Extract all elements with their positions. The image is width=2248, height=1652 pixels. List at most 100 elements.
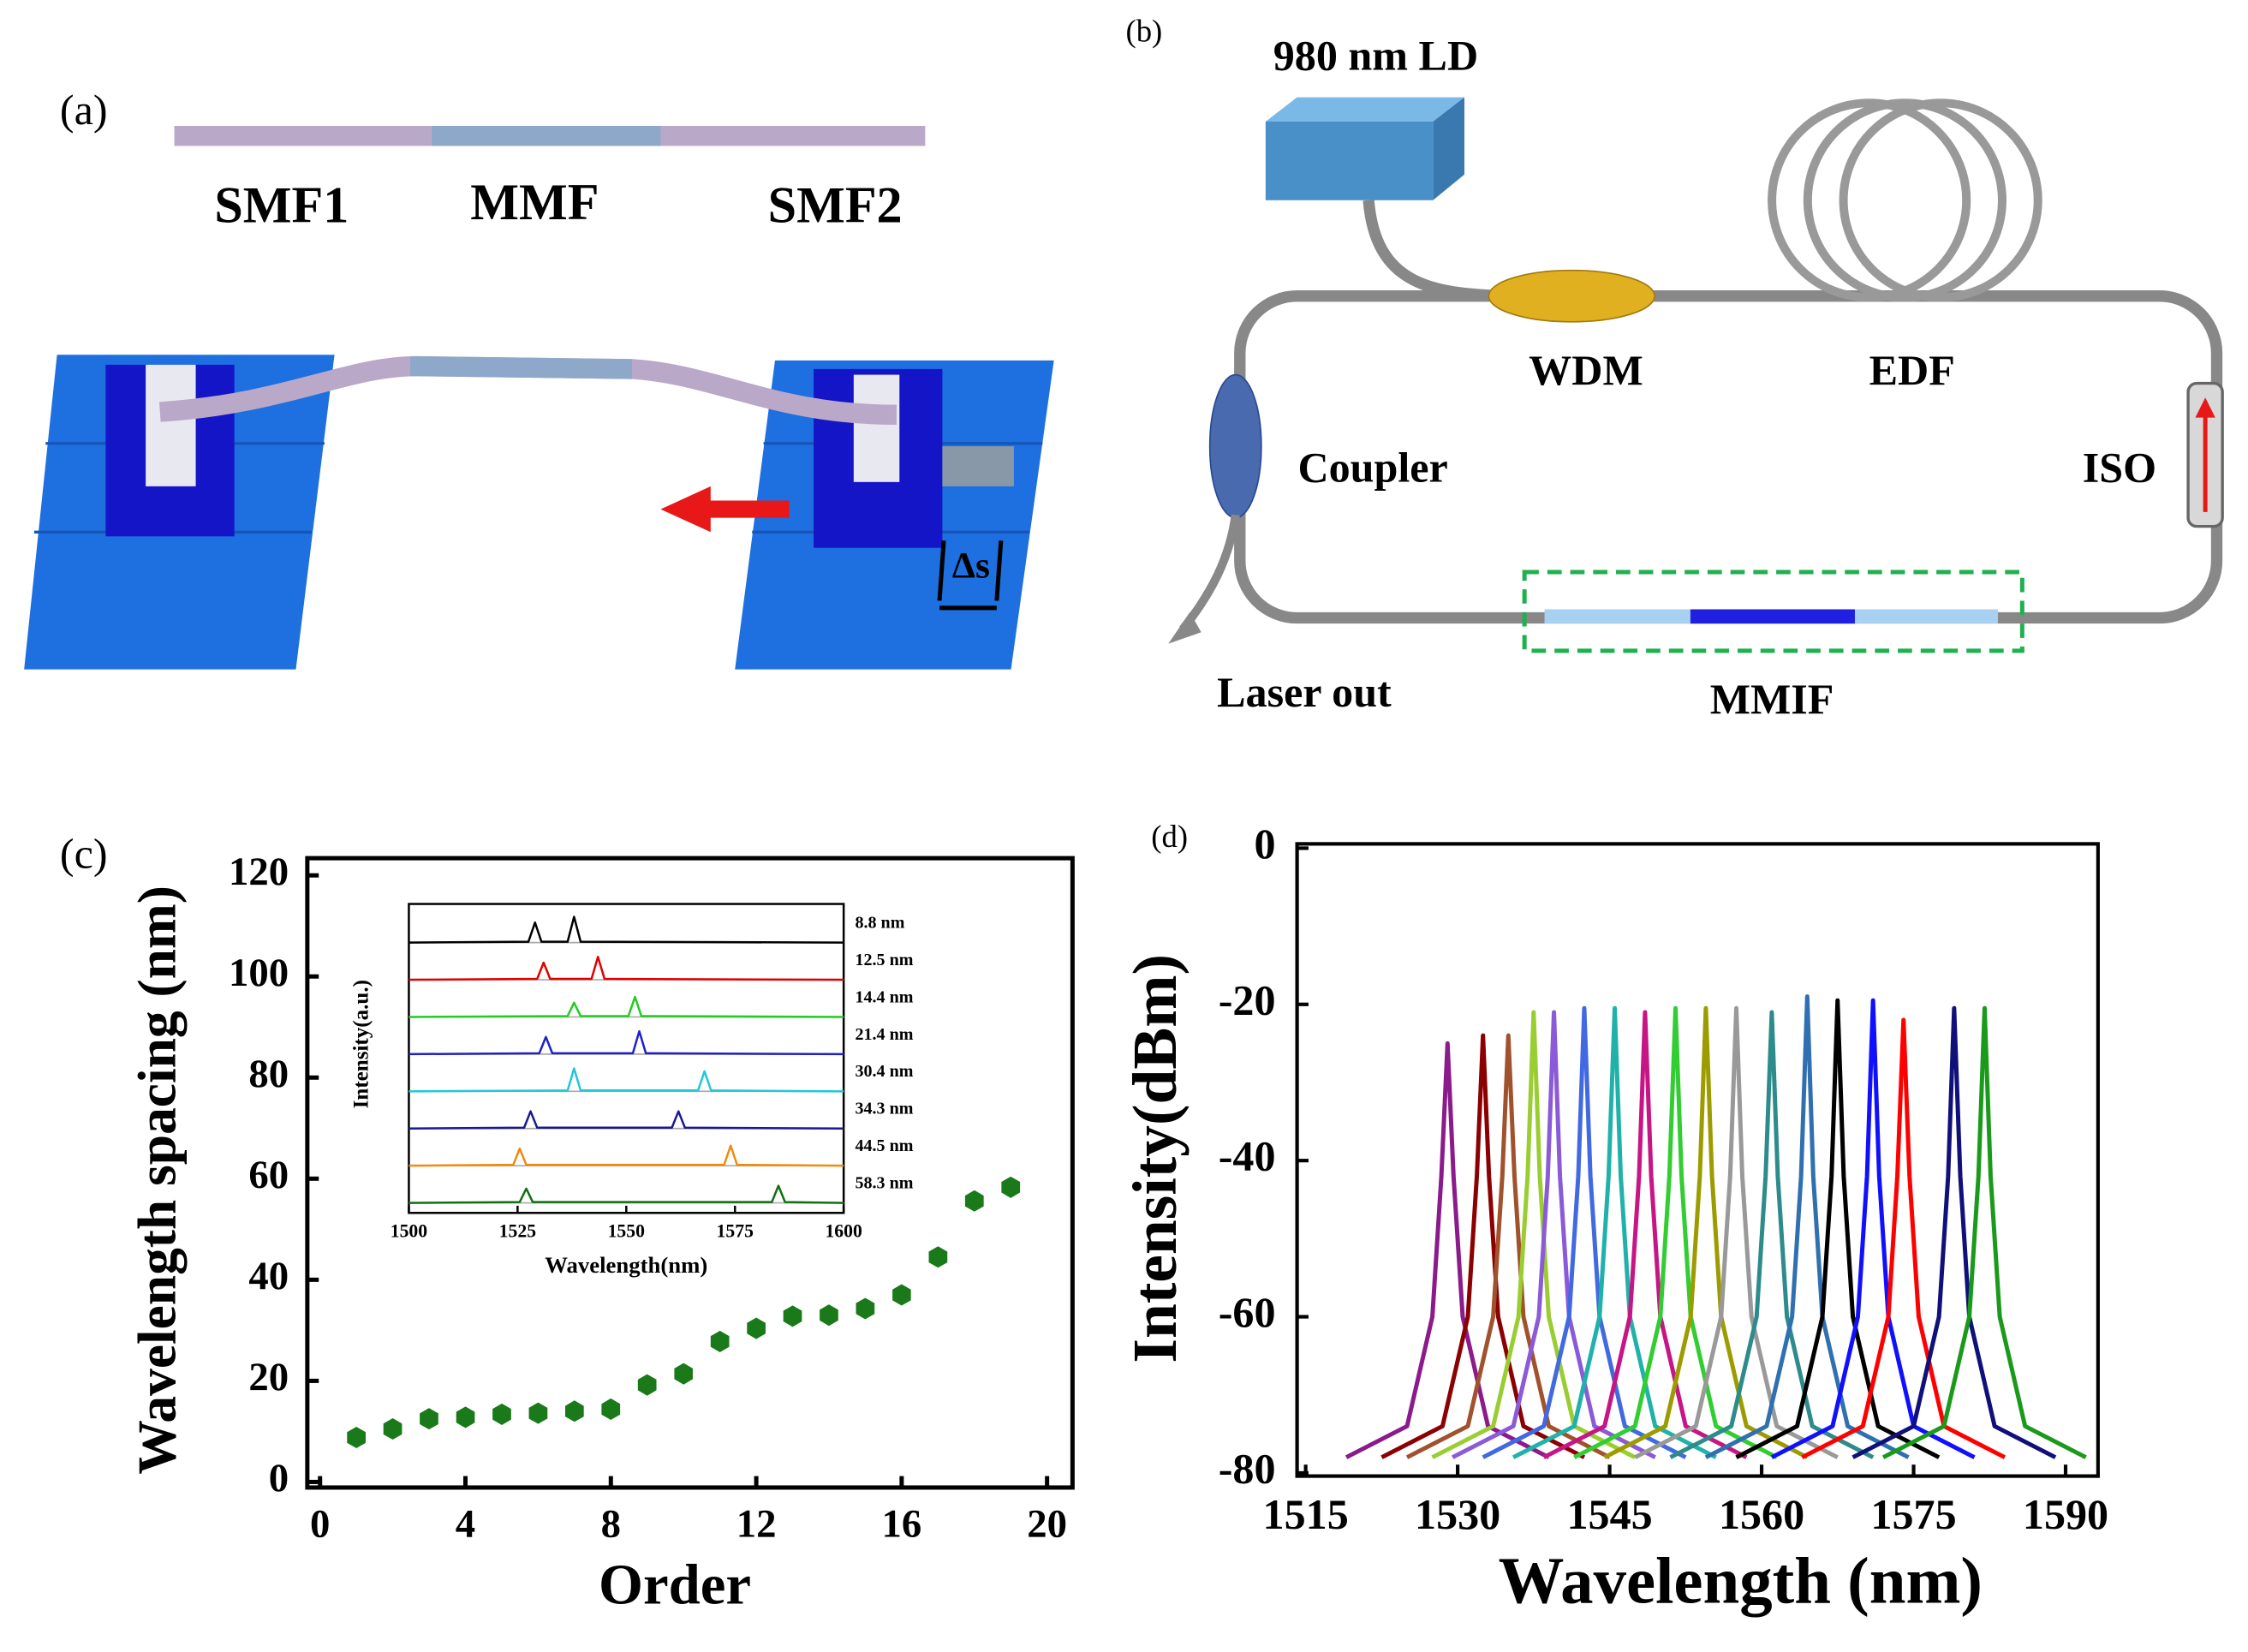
x-tick-label: 0 — [310, 1501, 330, 1546]
y-tick-label: 0 — [269, 1456, 289, 1500]
y-tick-label: -80 — [1219, 1444, 1276, 1492]
pump-fiber — [1363, 200, 1506, 302]
spectrum — [1770, 998, 1976, 1459]
marker — [710, 1330, 730, 1352]
marker — [783, 1305, 802, 1327]
mmf-label: MMF — [470, 174, 599, 231]
y-tick-label: 80 — [248, 1052, 289, 1096]
fiber-mmf — [409, 355, 633, 379]
spectrum — [1851, 1005, 2057, 1459]
wdm — [1488, 269, 1655, 323]
y-tick-label: 60 — [248, 1153, 289, 1197]
edf-label: EDF — [1869, 346, 1955, 394]
marker — [528, 1402, 548, 1424]
output-arrow — [1168, 611, 1202, 644]
charts: (c) Order Wavelength spacing (nm) 0 4 8 12 16 20… — [60, 819, 2108, 1618]
ld-label: 980 nm LD — [1273, 32, 1478, 80]
marker — [747, 1317, 766, 1339]
panel-label: (d) — [1151, 819, 1188, 854]
spectrum — [1634, 1005, 1839, 1459]
smf2-label: SMF2 — [768, 176, 903, 234]
laser-out-label: Laser out — [1217, 668, 1392, 716]
marker — [492, 1403, 511, 1425]
iso-arrow-head — [2195, 397, 2215, 418]
edf-coil — [1768, 98, 1971, 302]
marker — [928, 1246, 948, 1268]
x-tick-label: 1600 — [825, 1221, 862, 1242]
spectrum — [1345, 1041, 1550, 1459]
spectrum — [408, 956, 844, 981]
output-fiber — [1179, 514, 1240, 632]
series-label: 58.3 nm — [856, 1173, 914, 1192]
x-tick-label: 4 — [456, 1501, 475, 1546]
panel-label: (a) — [60, 86, 108, 134]
series-label: 12.5 nm — [856, 951, 914, 969]
mmif-box — [1522, 570, 2024, 653]
spectrum — [1573, 1005, 1778, 1459]
marker — [420, 1408, 438, 1430]
spectrum — [1482, 1005, 1687, 1459]
spectrum — [1542, 1010, 1748, 1459]
x-tick-label: 1515 — [1263, 1490, 1349, 1538]
marker — [637, 1374, 657, 1396]
x-tick-label: 1530 — [1415, 1490, 1500, 1538]
series-label: 14.4 nm — [856, 987, 914, 1006]
spectrum — [1451, 1010, 1656, 1459]
series-label: 44.5 nm — [856, 1136, 914, 1155]
x-tick-label: 8 — [601, 1501, 621, 1546]
x-tick-label: 1575 — [1870, 1490, 1956, 1538]
shift-bracket — [937, 540, 1004, 611]
spectrum — [408, 1067, 844, 1093]
clamp — [853, 374, 900, 482]
marker — [856, 1297, 875, 1320]
spectrum — [1380, 1033, 1586, 1459]
series-label: 34.3 nm — [856, 1100, 914, 1118]
spectrum — [408, 1144, 844, 1167]
coupler-label: Coupler — [1297, 444, 1447, 492]
marker — [674, 1363, 693, 1385]
spectrum — [408, 1029, 844, 1056]
y-axis-label: Intensity(a.u.) — [350, 980, 373, 1108]
marker — [820, 1304, 838, 1327]
y-tick-label: -20 — [1219, 975, 1276, 1023]
x-tick-label: 1575 — [717, 1221, 754, 1242]
panel-label: (c) — [60, 830, 108, 878]
screw — [942, 446, 1014, 486]
x-tick-label: 16 — [881, 1501, 921, 1546]
marker — [964, 1190, 984, 1212]
spectrum — [1801, 1017, 2007, 1459]
y-tick-label: -40 — [1219, 1132, 1276, 1180]
y-tick-label: 120 — [229, 850, 289, 894]
coupler — [1208, 373, 1262, 519]
edf-coil — [1803, 98, 2007, 302]
plot-frame — [305, 856, 1075, 1490]
spectrum — [408, 1110, 844, 1130]
spectrum — [408, 995, 844, 1018]
mmif-label: MMIF — [1710, 675, 1834, 723]
marker — [347, 1426, 366, 1449]
plot-area — [1345, 994, 2087, 1459]
spectrum — [1512, 1005, 1717, 1459]
y-tick-label: 40 — [248, 1254, 289, 1298]
spectrum — [1431, 1010, 1637, 1459]
x-axis-label: Order — [599, 1554, 751, 1617]
x-axis-label: Wavelength (nm) — [1499, 1544, 1983, 1617]
marker — [383, 1417, 402, 1440]
ld-side — [1433, 97, 1464, 200]
x-tick-label: 1550 — [608, 1221, 646, 1242]
y-axis-label: Intensity(dBm) — [1120, 954, 1190, 1363]
x-axis-label: Wavelength(nm) — [545, 1252, 707, 1278]
spectrum — [1881, 1005, 2087, 1459]
plot-frame — [408, 903, 845, 1214]
edf-coil — [1839, 98, 2042, 302]
x-tick-label: 1525 — [499, 1221, 537, 1242]
ld-top — [1265, 97, 1464, 122]
x-tick-label: 20 — [1027, 1501, 1067, 1546]
y-tick-label: 100 — [229, 951, 289, 995]
smf1-label: SMF1 — [214, 176, 349, 234]
x-tick-label: 1545 — [1566, 1490, 1652, 1538]
iso-label: ISO — [2083, 444, 2156, 492]
spectrum — [408, 915, 844, 944]
